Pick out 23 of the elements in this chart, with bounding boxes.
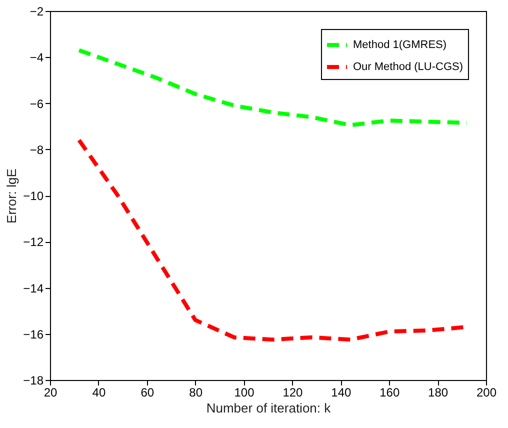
x-tick-label: 120 <box>282 386 304 400</box>
x-tick-label: 80 <box>189 386 203 400</box>
x-tick-label: 60 <box>140 386 154 400</box>
x-tick-label: 160 <box>380 386 400 400</box>
legend-label: Our Method (LU-CGS) <box>353 61 464 73</box>
y-tick-label: −2 <box>30 4 44 18</box>
x-axis-title: Number of iteration: k <box>206 400 332 416</box>
y-tick-label: −6 <box>30 96 44 111</box>
y-tick-label: −4 <box>30 50 44 65</box>
x-tick-label: 100 <box>234 386 255 400</box>
y-tick-label: −12 <box>23 235 44 250</box>
y-axis-title: Error: lgE <box>4 168 20 224</box>
x-tick-label: 200 <box>476 386 497 400</box>
y-tick-label: −10 <box>23 189 44 203</box>
x-tick-label: 140 <box>331 386 352 400</box>
y-tick-label: −8 <box>30 142 44 157</box>
x-tick-label: 20 <box>44 386 58 400</box>
y-tick-label: −14 <box>23 281 44 296</box>
y-tick-label: −16 <box>23 327 44 342</box>
x-tick-label: 180 <box>428 386 448 400</box>
legend-label: Method 1(GMRES) <box>353 39 447 51</box>
y-tick-label: −18 <box>23 374 44 388</box>
x-tick-label: 40 <box>92 386 106 400</box>
